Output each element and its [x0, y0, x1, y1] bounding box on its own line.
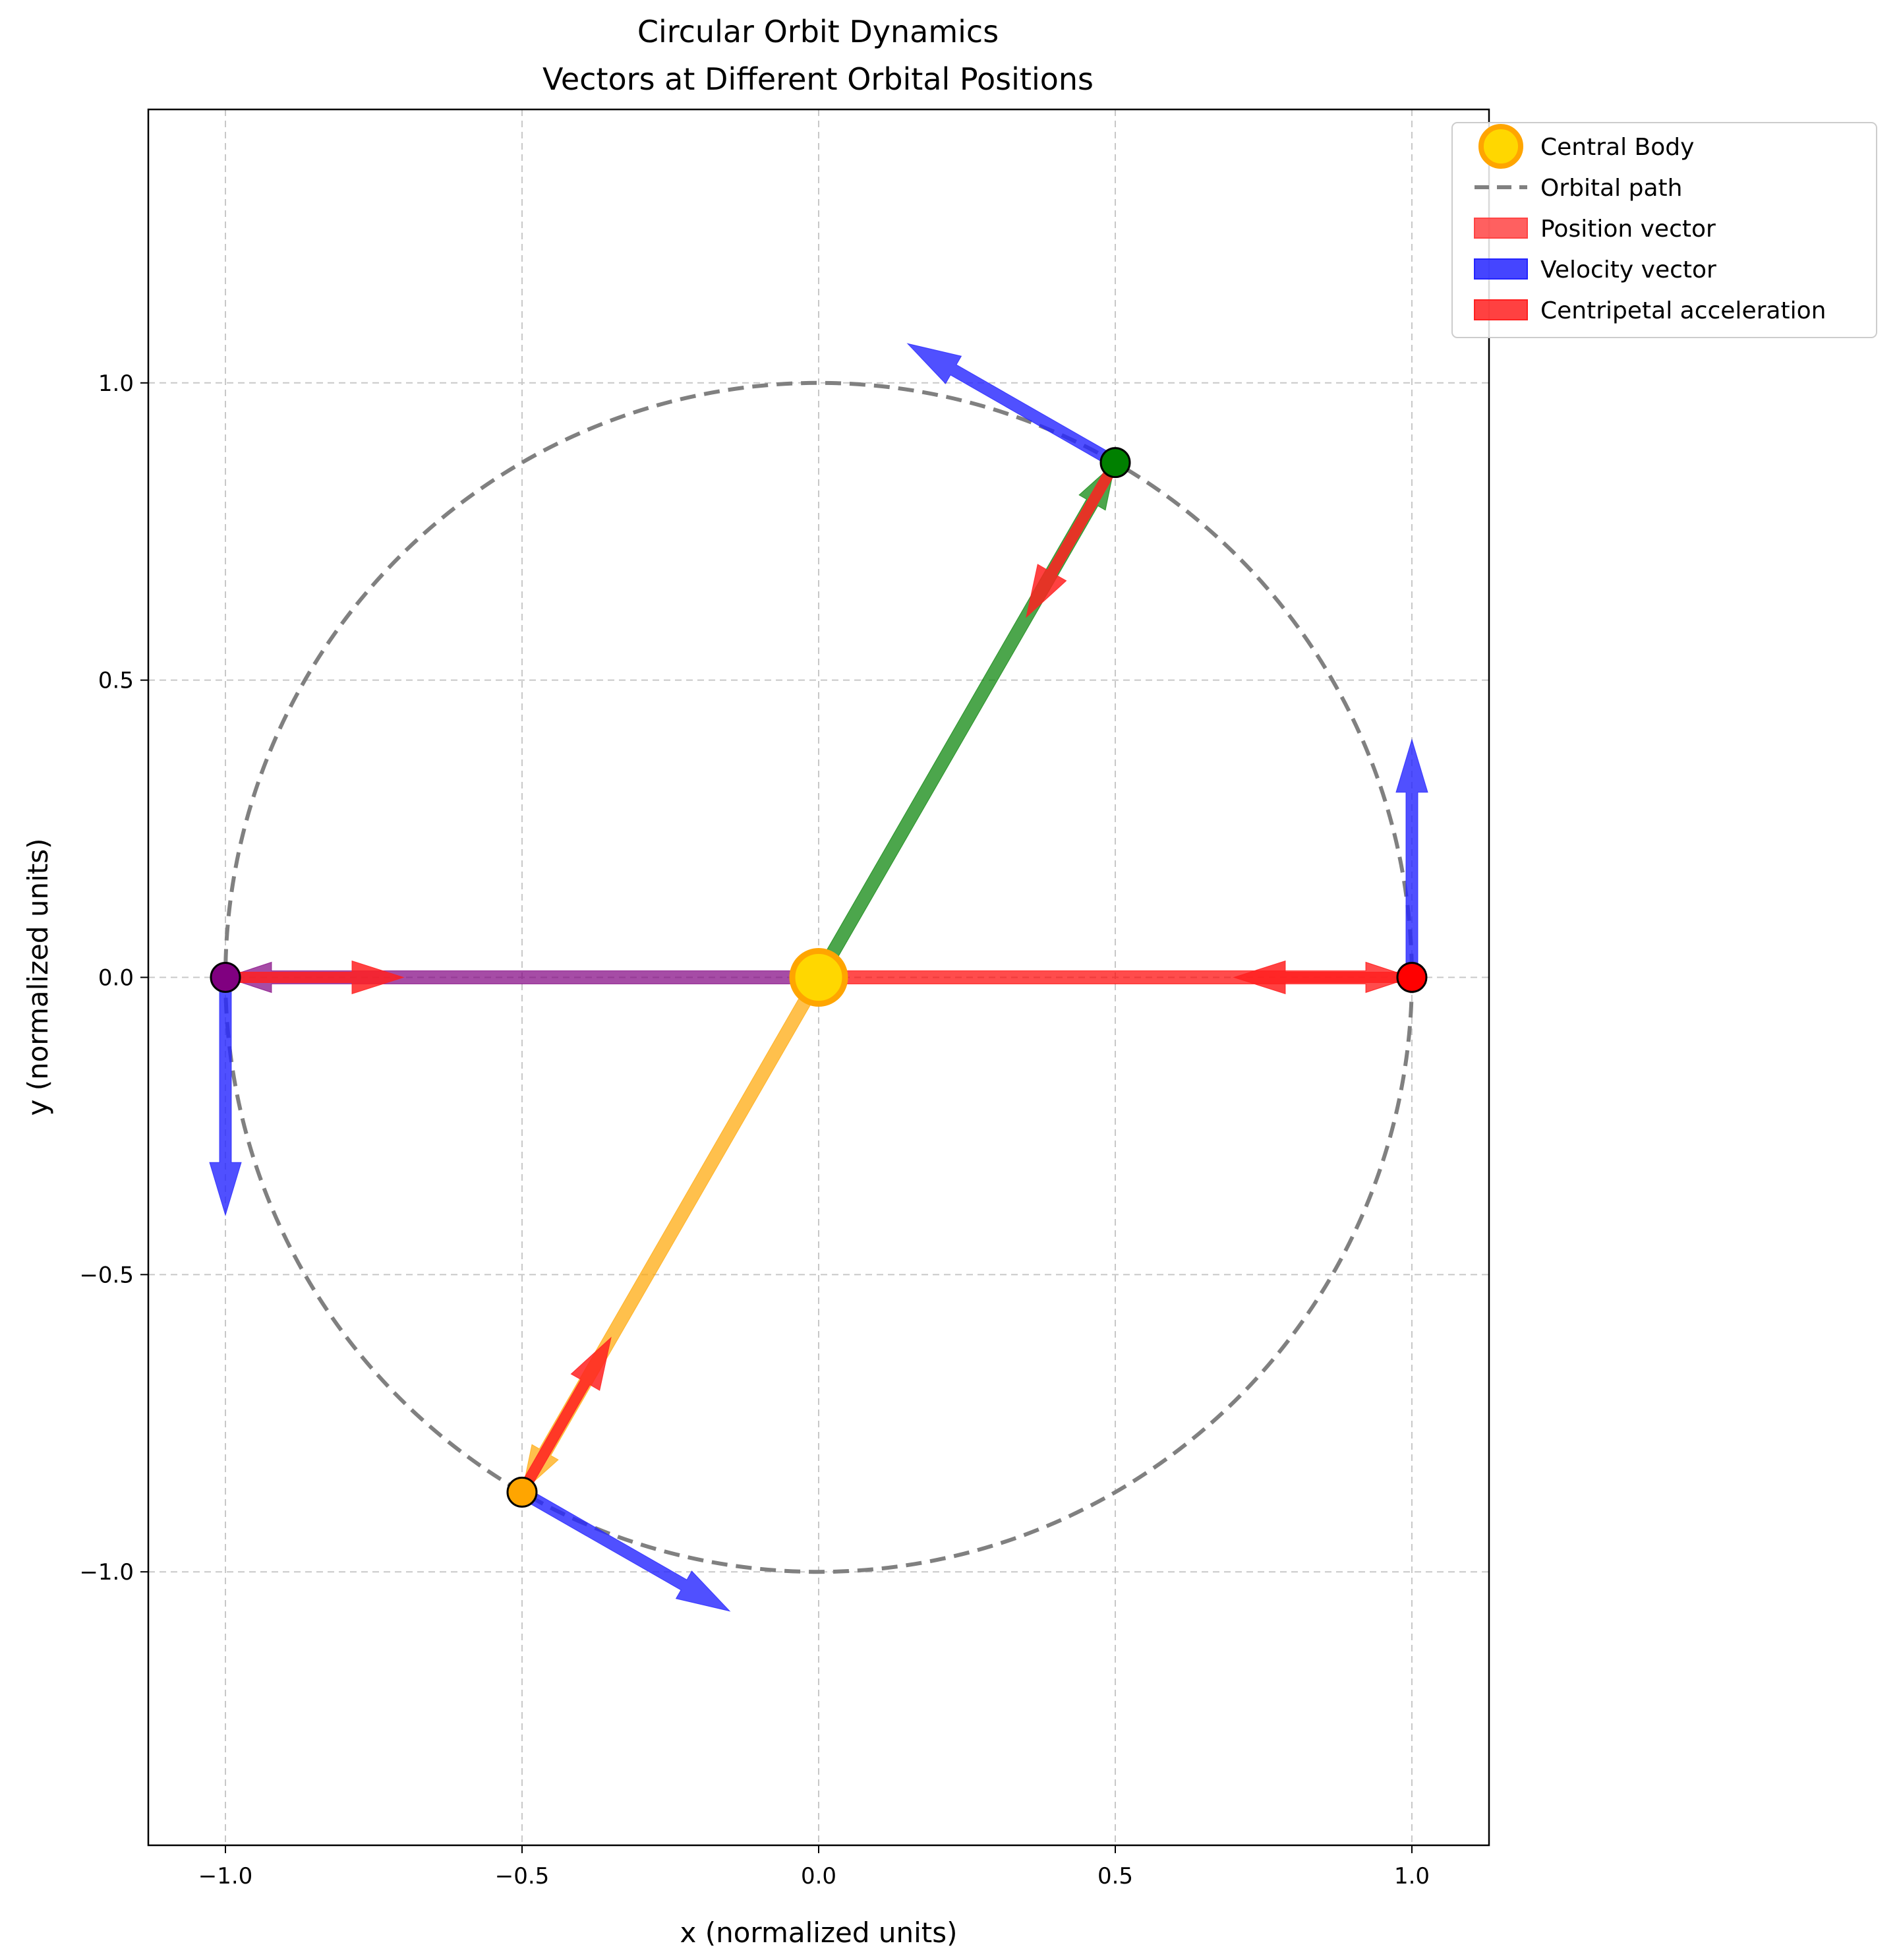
legend-label: Velocity vector — [1540, 256, 1716, 283]
position-vector — [224, 961, 819, 994]
legend-swatch-patch — [1474, 299, 1528, 320]
x-tick-label: 0.5 — [1097, 1863, 1133, 1889]
velocity-vector — [518, 1486, 731, 1612]
legend-swatch-patch — [1474, 218, 1528, 239]
acceleration-vector — [1026, 459, 1121, 618]
y-tick-label: 0.5 — [98, 668, 134, 694]
planet-marker — [1099, 447, 1131, 479]
planet-marker — [1396, 962, 1428, 993]
planet-marker — [210, 962, 241, 993]
marker-layer — [210, 447, 1428, 1508]
legend-entries: Central Body Orbital path Position vector V… — [1474, 124, 1826, 324]
position-vector — [818, 961, 1413, 994]
legend-label: Position vector — [1540, 216, 1716, 243]
x-ticks: −1.0 −0.5 0.0 0.5 1.0 — [198, 1845, 1430, 1889]
x-tick-label: −0.5 — [495, 1863, 550, 1889]
y-tick-label: −1.0 — [79, 1559, 134, 1586]
velocity-vector — [1395, 738, 1428, 978]
acceleration-vector — [517, 1336, 612, 1496]
legend: Central Body Orbital path Position vector V… — [1451, 122, 1877, 338]
chart-subtitle: Vectors at Different Orbital Positions — [542, 61, 1094, 97]
velocity-vector — [209, 977, 242, 1216]
x-tick-label: −1.0 — [198, 1863, 253, 1889]
x-tick-label: 1.0 — [1394, 1863, 1430, 1889]
x-axis-label: x (normalized units) — [680, 1916, 958, 1949]
acceleration-vector — [225, 960, 405, 995]
legend-box — [1451, 122, 1877, 338]
chart-title: Circular Orbit Dynamics — [637, 14, 999, 49]
legend-label: Central Body — [1540, 134, 1694, 161]
y-tick-label: 0.0 — [98, 965, 134, 992]
y-tick-label: 1.0 — [98, 371, 134, 397]
y-tick-label: −0.5 — [79, 1262, 134, 1288]
planet-marker — [506, 1476, 538, 1508]
y-ticks: −1.0 −0.5 0.0 0.5 1.0 — [79, 371, 148, 1586]
y-axis-label: y (normalized units) — [22, 839, 54, 1116]
legend-swatch-patch — [1474, 258, 1528, 280]
vector-layer — [209, 343, 1428, 1612]
velocity-vector — [906, 343, 1119, 469]
acceleration-vector — [1233, 960, 1413, 995]
x-tick-label: 0.0 — [801, 1863, 836, 1889]
legend-swatch-central-body — [1478, 124, 1523, 169]
legend-label: Orbital path — [1540, 175, 1682, 202]
legend-label: Centripetal acceleration — [1540, 297, 1826, 324]
central-body-marker — [789, 948, 848, 1007]
